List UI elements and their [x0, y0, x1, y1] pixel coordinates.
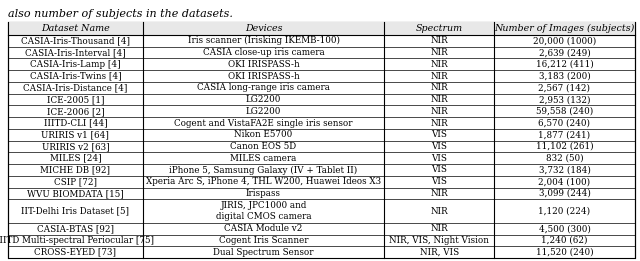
Text: 6,570 (240): 6,570 (240) — [538, 118, 591, 128]
Text: 11,102 (261): 11,102 (261) — [536, 142, 593, 151]
Text: CROSS-EYED [73]: CROSS-EYED [73] — [35, 248, 116, 257]
Text: NIR: NIR — [430, 72, 448, 81]
Text: 1,877 (241): 1,877 (241) — [538, 130, 591, 139]
Text: 2,004 (100): 2,004 (100) — [538, 177, 591, 186]
Text: CASIA Module v2: CASIA Module v2 — [224, 224, 303, 233]
Text: NIR: NIR — [430, 224, 448, 233]
Text: Cogent and VistaFA2E single iris sensor: Cogent and VistaFA2E single iris sensor — [174, 118, 353, 128]
Text: IIITD-CLI [44]: IIITD-CLI [44] — [44, 118, 108, 128]
Text: Dataset Name: Dataset Name — [41, 24, 110, 33]
Text: Spectrum: Spectrum — [415, 24, 463, 33]
Text: NIR: NIR — [430, 60, 448, 69]
Text: MILES camera: MILES camera — [230, 154, 297, 163]
Text: 3,099 (244): 3,099 (244) — [538, 189, 591, 198]
Text: IIITD Multi-spectral Periocular [75]: IIITD Multi-spectral Periocular [75] — [0, 236, 154, 245]
Text: NIR: NIR — [430, 206, 448, 216]
Text: 16,212 (411): 16,212 (411) — [536, 60, 593, 69]
Text: NIR: NIR — [430, 189, 448, 198]
Text: CSIP [72]: CSIP [72] — [54, 177, 97, 186]
Text: Nikon E5700: Nikon E5700 — [234, 130, 292, 139]
Text: NIR: NIR — [430, 107, 448, 116]
Text: MICHE DB [92]: MICHE DB [92] — [40, 165, 111, 174]
Text: Devices: Devices — [244, 24, 282, 33]
Text: VIS: VIS — [431, 142, 447, 151]
Text: CASIA close-up iris camera: CASIA close-up iris camera — [203, 48, 324, 57]
Text: Dual Spectrum Sensor: Dual Spectrum Sensor — [213, 248, 314, 257]
Text: 59,558 (240): 59,558 (240) — [536, 107, 593, 116]
Text: CASIA-Iris-Interval [4]: CASIA-Iris-Interval [4] — [25, 48, 126, 57]
Text: 2,953 (132): 2,953 (132) — [539, 95, 590, 104]
Text: 832 (50): 832 (50) — [546, 154, 583, 163]
Text: Cogent Iris Scanner: Cogent Iris Scanner — [219, 236, 308, 245]
Text: NIR, VIS, Night Vision: NIR, VIS, Night Vision — [389, 236, 489, 245]
Text: 20,000 (1000): 20,000 (1000) — [533, 36, 596, 45]
Text: NIR: NIR — [430, 48, 448, 57]
Text: VIS: VIS — [431, 177, 447, 186]
Text: OKI IRISPASS-h: OKI IRISPASS-h — [228, 60, 300, 69]
Text: Xperia Arc S, iPhone 4, THL W200, Huawei Ideos X3: Xperia Arc S, iPhone 4, THL W200, Huawei… — [146, 177, 381, 186]
Bar — [8, 22, 635, 35]
Text: LG2200: LG2200 — [246, 95, 281, 104]
Text: NIR: NIR — [430, 95, 448, 104]
Text: VIS: VIS — [431, 130, 447, 139]
Text: 3,183 (200): 3,183 (200) — [539, 72, 590, 81]
Text: VIS: VIS — [431, 154, 447, 163]
Text: 3,732 (184): 3,732 (184) — [538, 165, 591, 174]
Text: CASIA-Iris-Distance [4]: CASIA-Iris-Distance [4] — [23, 83, 127, 92]
Text: WVU BIOMDATA [15]: WVU BIOMDATA [15] — [27, 189, 124, 198]
Text: 1,240 (62): 1,240 (62) — [541, 236, 588, 245]
Text: 4,500 (300): 4,500 (300) — [538, 224, 591, 233]
Text: Iris scanner (Irisking IKEMB-100): Iris scanner (Irisking IKEMB-100) — [188, 36, 339, 45]
Text: URIRIS v2 [63]: URIRIS v2 [63] — [42, 142, 109, 151]
Text: NIR, VIS: NIR, VIS — [419, 248, 459, 257]
Text: JIRIS, JPC1000 and
digital CMOS camera: JIRIS, JPC1000 and digital CMOS camera — [216, 201, 311, 221]
Text: ICE-2006 [2]: ICE-2006 [2] — [47, 107, 104, 116]
Text: LG2200: LG2200 — [246, 107, 281, 116]
Text: Irispass: Irispass — [246, 189, 281, 198]
Text: OKI IRISPASS-h: OKI IRISPASS-h — [228, 72, 300, 81]
Text: MILES [24]: MILES [24] — [49, 154, 101, 163]
Text: ICE-2005 [1]: ICE-2005 [1] — [47, 95, 104, 104]
Text: Number of Images (subjects): Number of Images (subjects) — [494, 24, 635, 33]
Text: NIR: NIR — [430, 83, 448, 92]
Text: CASIA-Iris-Twins [4]: CASIA-Iris-Twins [4] — [29, 72, 121, 81]
Text: 1,120 (224): 1,120 (224) — [538, 206, 591, 216]
Text: NIR: NIR — [430, 118, 448, 128]
Text: CASIA-Iris-Thousand [4]: CASIA-Iris-Thousand [4] — [21, 36, 130, 45]
Text: CASIA-BTAS [92]: CASIA-BTAS [92] — [37, 224, 114, 233]
Text: VIS: VIS — [431, 165, 447, 174]
Text: IIT-Delhi Iris Dataset [5]: IIT-Delhi Iris Dataset [5] — [21, 206, 129, 216]
Text: CASIA long-range iris camera: CASIA long-range iris camera — [197, 83, 330, 92]
Text: NIR: NIR — [430, 36, 448, 45]
Text: CASIA-Iris-Lamp [4]: CASIA-Iris-Lamp [4] — [30, 60, 121, 69]
Text: 2,639 (249): 2,639 (249) — [539, 48, 590, 57]
Text: 2,567 (142): 2,567 (142) — [538, 83, 591, 92]
Text: iPhone 5, Samsung Galaxy (IV + Tablet II): iPhone 5, Samsung Galaxy (IV + Tablet II… — [170, 165, 358, 175]
Text: 11,520 (240): 11,520 (240) — [536, 248, 593, 257]
Text: Canon EOS 5D: Canon EOS 5D — [230, 142, 296, 151]
Text: also number of subjects in the datasets.: also number of subjects in the datasets. — [8, 9, 233, 19]
Text: URIRIS v1 [64]: URIRIS v1 [64] — [42, 130, 109, 139]
